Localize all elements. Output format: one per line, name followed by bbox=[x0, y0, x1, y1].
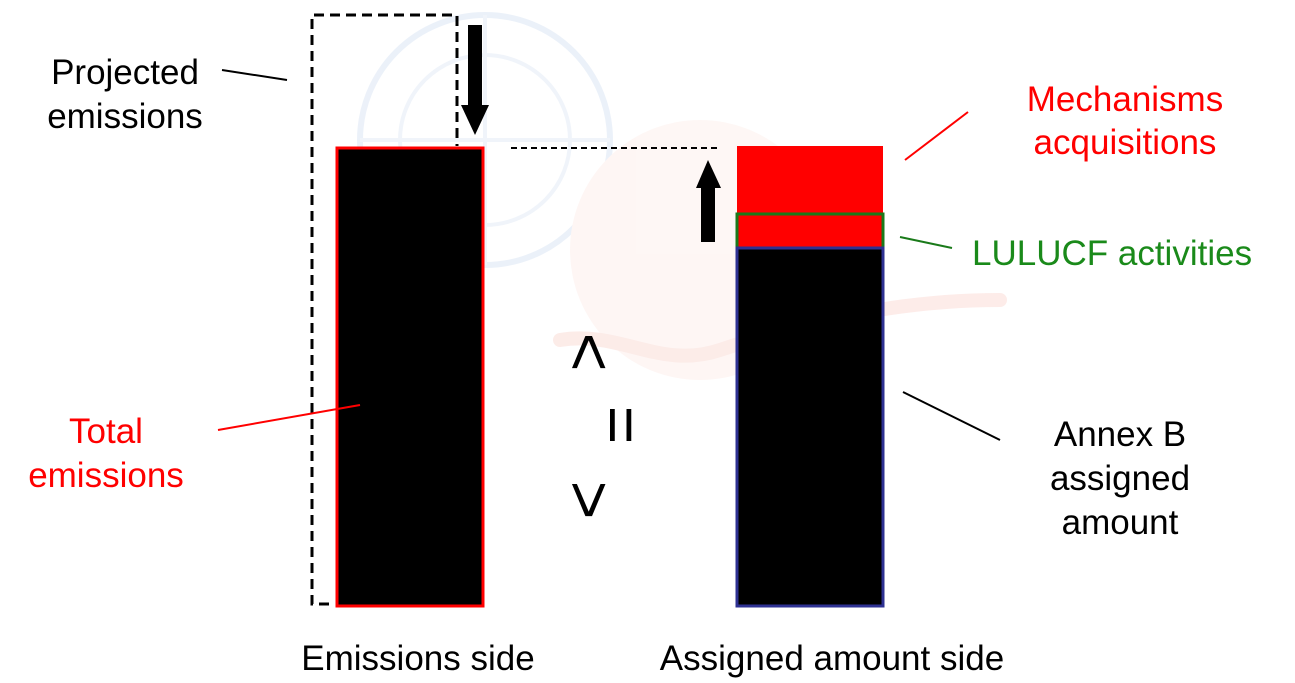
annexb-label-line3: amount bbox=[1062, 503, 1179, 542]
projected-emissions-label-line1: Projected bbox=[51, 53, 199, 92]
lulucf-label: LULUCF activities bbox=[972, 234, 1252, 273]
annexb-label-line2: assigned bbox=[1050, 459, 1190, 498]
annex-b-assigned-amount-segment bbox=[735, 246, 885, 608]
lulucf-leader-line bbox=[899, 236, 953, 249]
equal-symbol: = bbox=[585, 406, 659, 445]
projected-leader-line bbox=[221, 69, 288, 81]
annexb-leader-line bbox=[902, 391, 1001, 441]
up-arrow-icon bbox=[696, 160, 721, 242]
assigned-side-label: Assigned amount side bbox=[660, 639, 1004, 678]
mechanisms-leader-line bbox=[904, 111, 969, 161]
emissions-side-label: Emissions side bbox=[301, 639, 534, 678]
total-emissions-bar bbox=[335, 146, 485, 608]
total-emissions-label-line1: Total bbox=[69, 412, 143, 451]
down-arrow-icon bbox=[461, 25, 489, 135]
less-than-symbol: < bbox=[553, 333, 627, 372]
greater-than-symbol: > bbox=[553, 481, 627, 520]
mechanisms-label-line1: Mechanisms bbox=[1027, 80, 1223, 119]
projected-emissions-label-line2: emissions bbox=[47, 97, 203, 136]
total-leader-line bbox=[217, 404, 361, 431]
mechanisms-acquisitions-segment bbox=[737, 146, 883, 214]
lulucf-activities-segment bbox=[735, 212, 885, 250]
total-emissions-label-line2: emissions bbox=[28, 456, 184, 495]
annexb-label-line1: Annex B bbox=[1054, 415, 1186, 454]
mechanisms-label-line2: acquisitions bbox=[1034, 123, 1217, 162]
